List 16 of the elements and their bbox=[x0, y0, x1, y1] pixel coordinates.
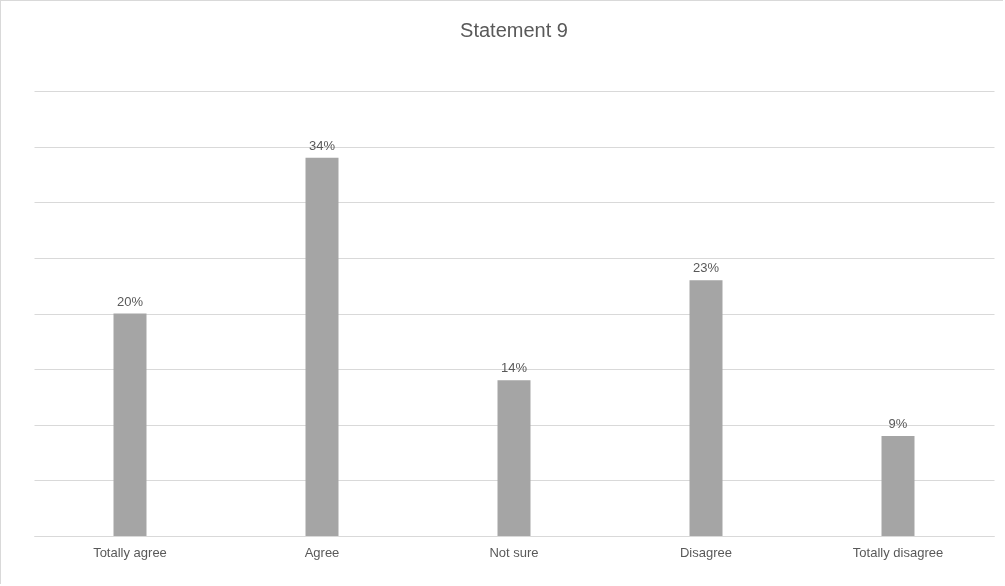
x-tick-label: Totally disagree bbox=[852, 544, 944, 560]
data-label: 14% bbox=[500, 360, 528, 376]
x-tick-label: Agree bbox=[304, 544, 340, 560]
x-tick-label: Totally agree bbox=[93, 544, 167, 560]
x-tick-label: Not sure bbox=[489, 544, 539, 560]
bar bbox=[689, 280, 723, 536]
x-tick-label: Disagree bbox=[679, 544, 733, 560]
bar bbox=[113, 313, 147, 536]
data-label: 9% bbox=[888, 415, 908, 431]
bar bbox=[497, 380, 531, 536]
data-label: 23% bbox=[692, 260, 720, 276]
data-label: 20% bbox=[116, 293, 144, 309]
data-label: 34% bbox=[308, 137, 336, 153]
bar bbox=[881, 435, 915, 536]
bar bbox=[305, 157, 339, 536]
chart-title: Statement 9 bbox=[460, 19, 568, 41]
